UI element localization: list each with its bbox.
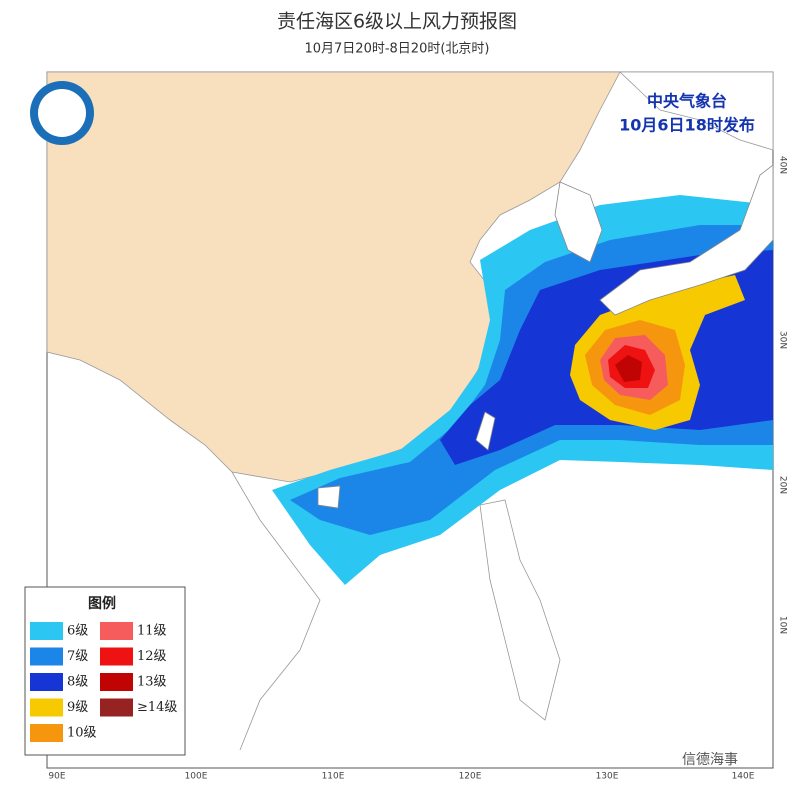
legend-title: 图例	[88, 595, 116, 612]
land-japan	[599, 164, 774, 316]
land-philippines	[479, 499, 561, 721]
land-taiwan	[475, 411, 496, 451]
legend-label: 11级	[137, 624, 167, 639]
latitude-label: 40N	[778, 156, 788, 174]
land-korea	[554, 181, 603, 263]
title: 责任海区6级以上风力预报图	[277, 11, 517, 33]
logo-inner	[38, 89, 86, 137]
legend-label: 6级	[67, 624, 88, 639]
legend-swatch	[30, 673, 63, 691]
legend-swatch	[100, 698, 133, 717]
legend-swatch	[30, 647, 63, 666]
wind-zone	[615, 355, 642, 382]
longitude-label: 90E	[48, 772, 65, 782]
legend-label: 9级	[67, 700, 88, 715]
latitude-label: 20N	[778, 476, 788, 494]
land-north	[618, 71, 774, 151]
legend-swatch	[30, 622, 63, 640]
legend-swatch	[100, 622, 133, 640]
logo	[30, 81, 94, 145]
longitude-label: 100E	[185, 772, 208, 782]
longitude-label: 140E	[732, 772, 755, 782]
legend-swatch	[30, 698, 63, 717]
legend-swatch	[100, 647, 133, 666]
legend-label: 12级	[137, 649, 167, 664]
land-indochina	[231, 471, 321, 751]
longitude-label: 120E	[459, 772, 482, 782]
land-hainan	[317, 485, 341, 509]
longitude-label: 130E	[596, 772, 619, 782]
legend-label: 13级	[137, 675, 167, 690]
legend-swatch	[30, 724, 63, 742]
watermark: 信德海事	[682, 752, 738, 768]
legend-label: 10级	[67, 726, 97, 741]
latitude-label: 30N	[778, 331, 788, 349]
subtitle: 10月7日20时-8日20时(北京时)	[304, 42, 489, 57]
latitude-label: 10N	[778, 616, 788, 634]
longitude-label: 110E	[322, 772, 345, 782]
map-area: 中央气象台 10月6日18时发布 信德海事	[30, 71, 774, 769]
issuer-time: 10月6日18时发布	[619, 116, 755, 135]
legend-label: ≥14级	[137, 700, 177, 715]
legend-swatch	[100, 673, 133, 691]
legend-label: 8级	[67, 675, 88, 690]
issuer-name: 中央气象台	[647, 92, 727, 111]
legend-label: 7级	[67, 649, 88, 664]
